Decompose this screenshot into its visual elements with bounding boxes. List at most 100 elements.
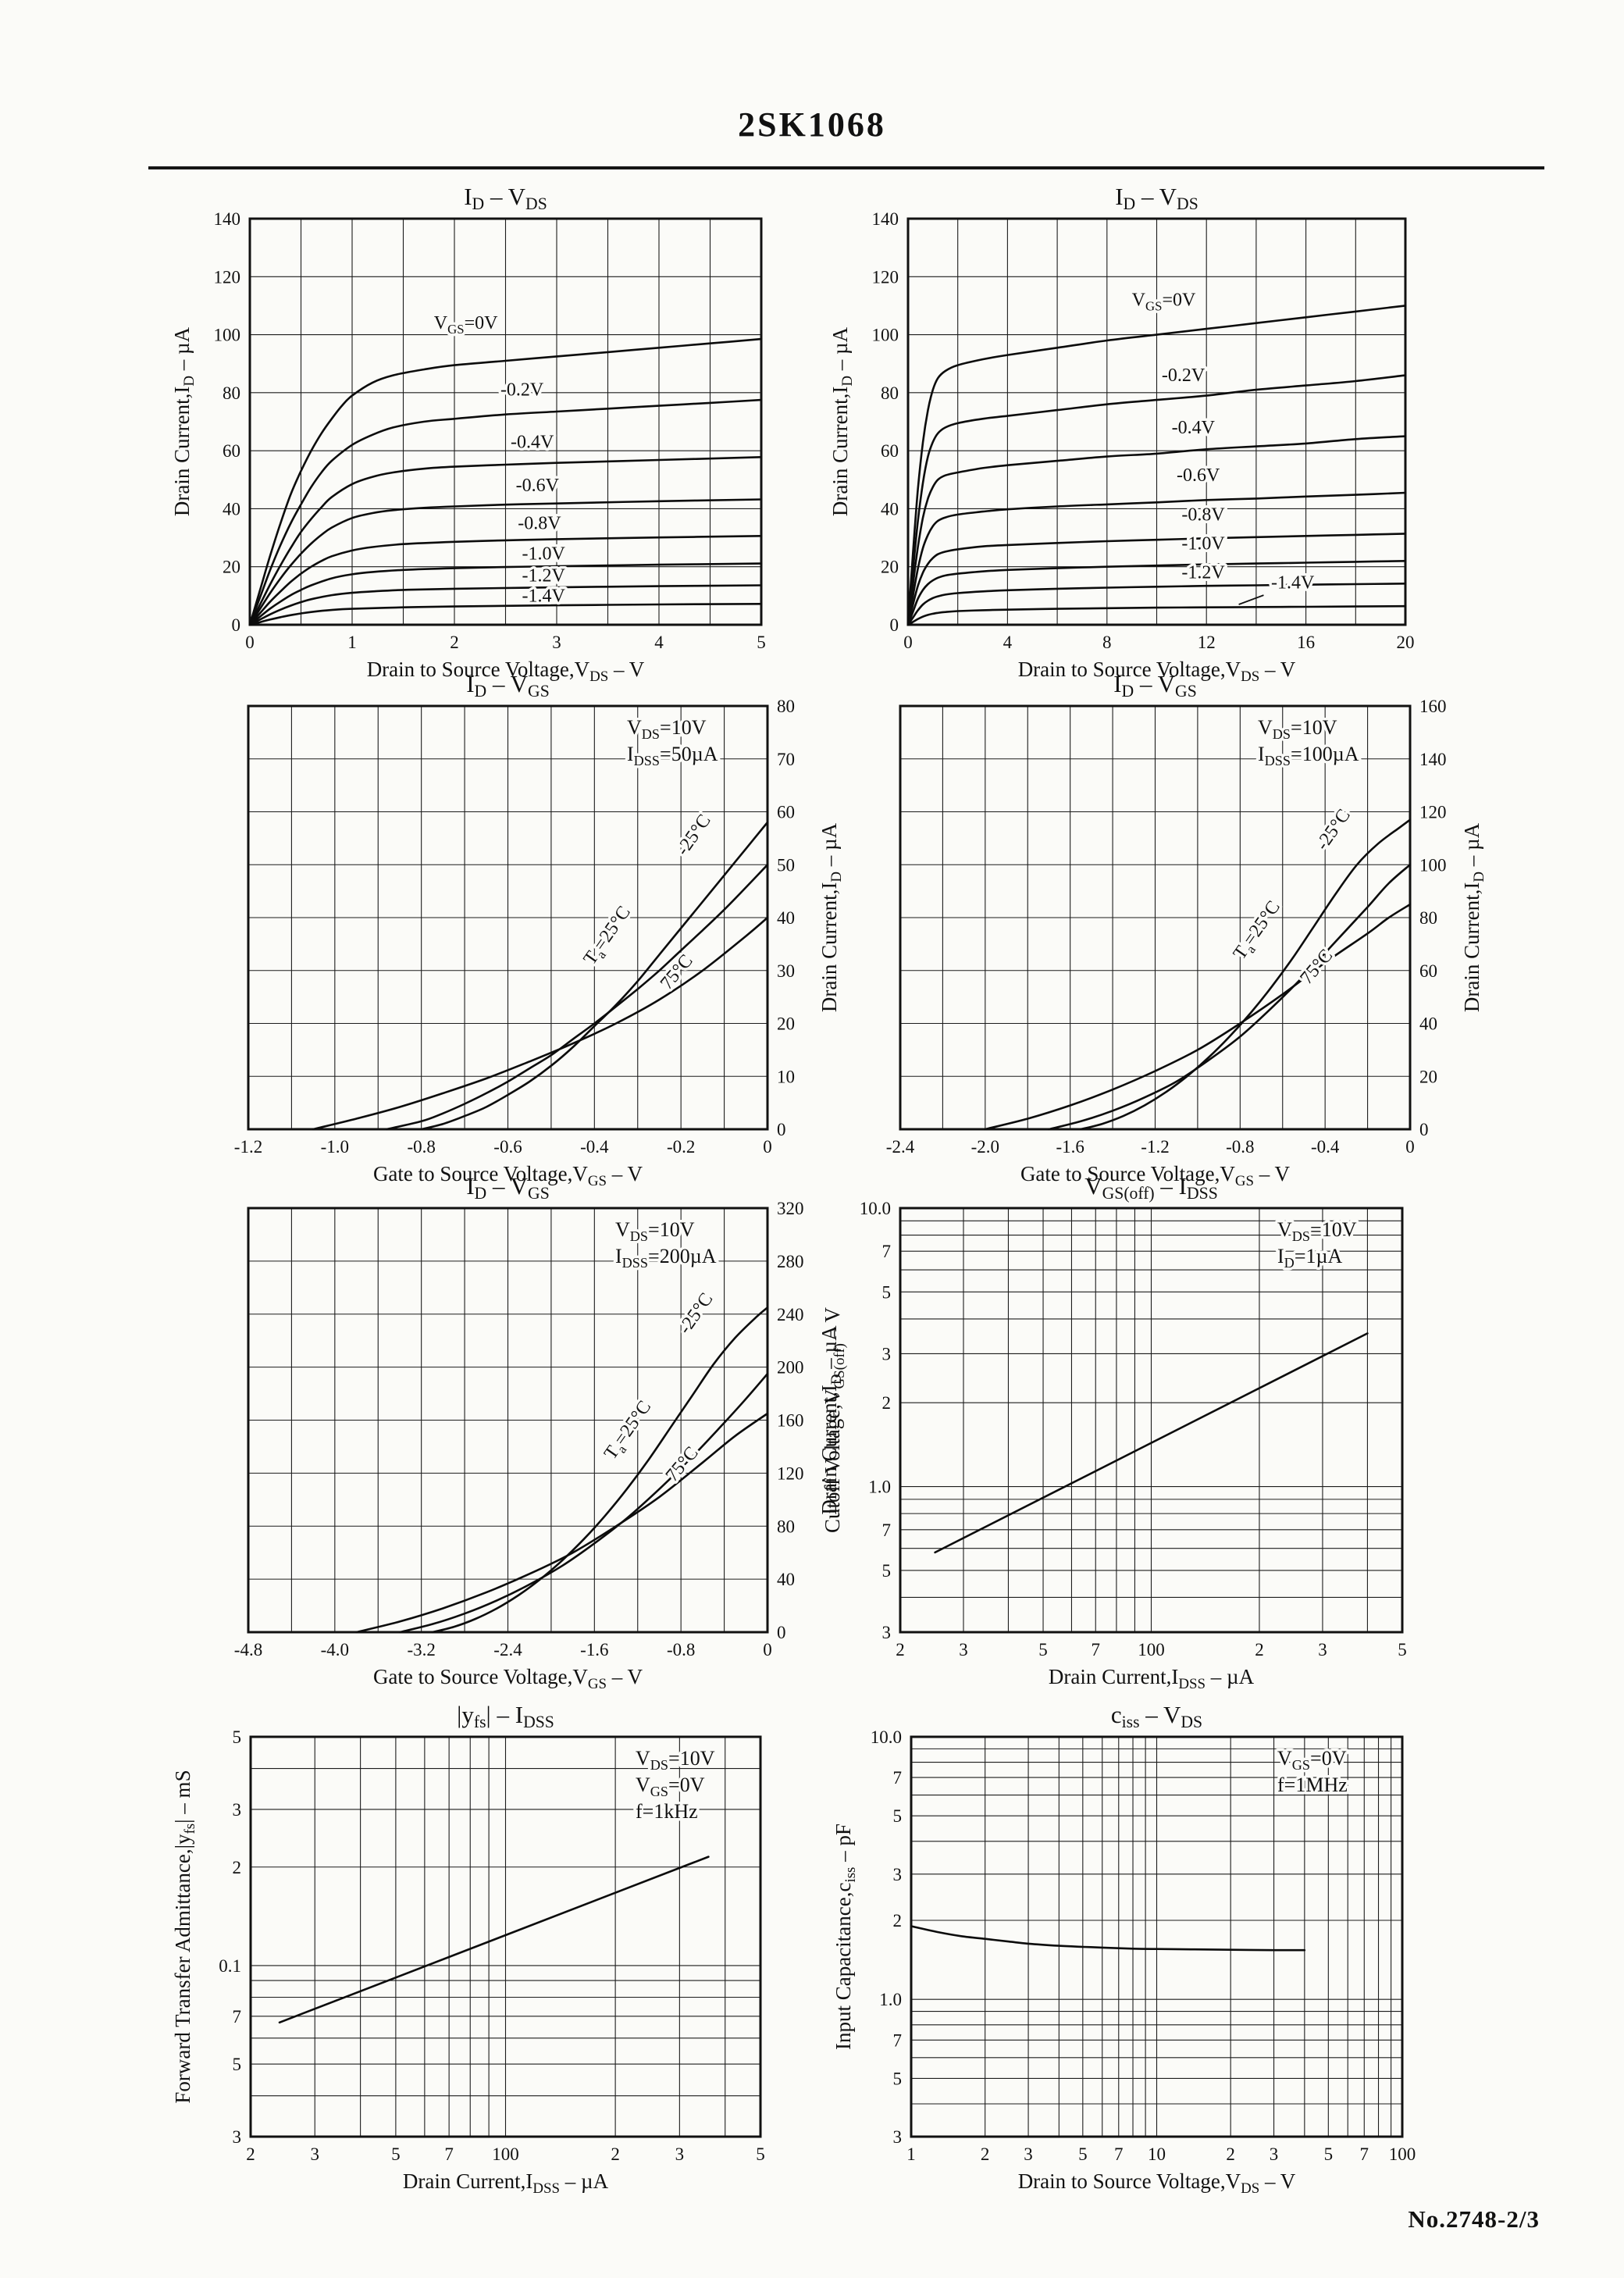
y-tick-label: 5 [893, 2069, 903, 2088]
y-tick-label: 7 [882, 1242, 892, 1261]
y-tick-label: 40 [881, 499, 899, 519]
chart-ciss-vds: 1 2 3 5 7 10 2 3 5 7 100 10.0 7 5 3 2 1.0 7 5 3 Drain to Sou… [832, 1701, 1416, 2197]
condition-label: VDS=10V [615, 1218, 695, 1244]
curve-25C [398, 1372, 769, 1634]
x-tick-label: 3 [959, 1640, 968, 1659]
x-tick-label: 16 [1297, 633, 1315, 652]
y-tick-label: 5 [882, 1561, 892, 1581]
curve-label: -1.0V [1181, 533, 1225, 554]
x-tick-label: 2 [611, 2144, 620, 2164]
y-tick-label: 5 [233, 2055, 242, 2074]
y-tick-label: 100 [872, 326, 899, 345]
x-tick-label: 5 [1078, 2144, 1088, 2164]
x-tick-label: 100 [492, 2144, 519, 2164]
chart-title: |yfs| – IDSS [457, 1701, 554, 1731]
curve-75C [355, 1412, 769, 1634]
plot-border [249, 1735, 762, 2138]
x-tick-label: 3 [552, 633, 561, 652]
x-tick-label: -0.8 [667, 1640, 695, 1659]
plot-border [910, 1735, 1404, 2138]
condition-label: IDSS=100µA [1258, 743, 1359, 768]
x-tick-label: 7 [1114, 2144, 1124, 2164]
y-tick-label: 0 [232, 615, 241, 635]
x-tick-label: 5 [391, 2144, 401, 2164]
curve-yfs [278, 1856, 710, 2024]
curve-75C [984, 903, 1412, 1131]
y-tick-label: 2 [893, 1911, 903, 1930]
page-number: No.2748-2/3 [1408, 2205, 1540, 2233]
condition-label: VDS=10V [636, 1747, 715, 1773]
x-tick-label: 3 [1270, 2144, 1279, 2164]
curve-VGS=-0.2V [248, 398, 763, 626]
y-axis-label: Input Capacitance,ciss – pF [832, 1823, 859, 2050]
y-tick-label: 200 [777, 1358, 804, 1378]
x-tick-label: 5 [1038, 1640, 1048, 1659]
y-tick-label: 1.0 [879, 1990, 902, 2009]
curve-VGS=-0.4V [248, 456, 763, 626]
curve-label: -0.2V [500, 380, 544, 401]
y-tick-label: 20 [1419, 1067, 1437, 1086]
y-tick-label: 5 [893, 1806, 903, 1826]
curve--25C [420, 821, 769, 1131]
curve-label: VGS=0V [1132, 290, 1196, 313]
y-tick-label: 20 [777, 1014, 795, 1034]
y-tick-label: 0 [1419, 1120, 1429, 1139]
curve-ciss [910, 1925, 1306, 1952]
y-tick-label: 320 [777, 1199, 804, 1218]
plot-border [247, 1207, 769, 1634]
curve-vgsoff [934, 1332, 1369, 1554]
y-tick-label: 7 [893, 1768, 903, 1788]
y-tick-label: 120 [872, 267, 899, 287]
chart-title: ID – VDS [464, 183, 547, 213]
curve-25C [1048, 864, 1412, 1131]
y-tick-label: 140 [872, 209, 899, 229]
x-tick-label: 100 [1138, 1640, 1165, 1659]
y-tick-label: 10.0 [871, 1727, 902, 1747]
x-tick-label: -0.6 [493, 1137, 522, 1157]
y-tick-label: 100 [1419, 855, 1447, 875]
x-tick-label: -2.4 [493, 1640, 522, 1659]
curve-label: -1.4V [522, 586, 565, 606]
curve-label: Ta=25°C [1230, 897, 1287, 965]
x-tick-label: -1.2 [1141, 1137, 1169, 1157]
y-tick-label: 40 [777, 1570, 795, 1589]
curve-label: Ta=25°C [600, 1397, 657, 1465]
x-tick-label: 10 [1148, 2144, 1166, 2164]
y-tick-label: 5 [882, 1282, 892, 1302]
y-tick-label: 7 [233, 2007, 242, 2027]
condition-label: VGS=0V [1277, 1747, 1347, 1773]
condition-label: VDS=10V [1277, 1218, 1357, 1244]
x-tick-label: -0.8 [1226, 1137, 1254, 1157]
y-tick-label: 160 [1419, 697, 1447, 716]
curve-label: 75°C [657, 951, 697, 994]
x-tick-label: -0.4 [580, 1137, 609, 1157]
x-tick-label: 3 [1318, 1640, 1327, 1659]
y-tick-label: 20 [881, 558, 899, 577]
y-tick-label: 3 [893, 2127, 903, 2147]
chart-title: VGS(off) – IDSS [1084, 1172, 1218, 1203]
y-tick-label: 5 [233, 1727, 242, 1747]
x-tick-label: -3.2 [407, 1640, 435, 1659]
condition-label: VDS=10V [627, 716, 707, 742]
y-tick-label: 60 [1419, 961, 1437, 981]
x-tick-label: 100 [1389, 2144, 1416, 2164]
curve-VGS=-0.6V [906, 491, 1407, 626]
y-tick-label: 80 [1419, 908, 1437, 928]
condition-label: f=1kHz [636, 1800, 698, 1823]
y-tick-label: 0 [890, 615, 899, 635]
curve-VGS=-0.2V [906, 374, 1407, 626]
page-title: 2SK1068 [738, 105, 886, 144]
curve-label: -0.8V [518, 513, 561, 533]
plot-border [248, 217, 763, 626]
x-tick-label: 0 [1405, 1137, 1415, 1157]
y-tick-label: 100 [214, 326, 241, 345]
chart-transfer-100ua: -2.4 -2.0 -1.6 -1.2 -0.8 -0.4 00 20 40 60 80 100 120… [886, 670, 1487, 1189]
y-tick-label: 1.0 [868, 1478, 891, 1497]
curve-label: -25°C [1312, 806, 1355, 854]
x-tick-label: -4.0 [321, 1640, 349, 1659]
x-tick-label: 1 [347, 633, 357, 652]
x-tick-label: 4 [654, 633, 664, 652]
curve-VGS=0V [248, 337, 763, 626]
